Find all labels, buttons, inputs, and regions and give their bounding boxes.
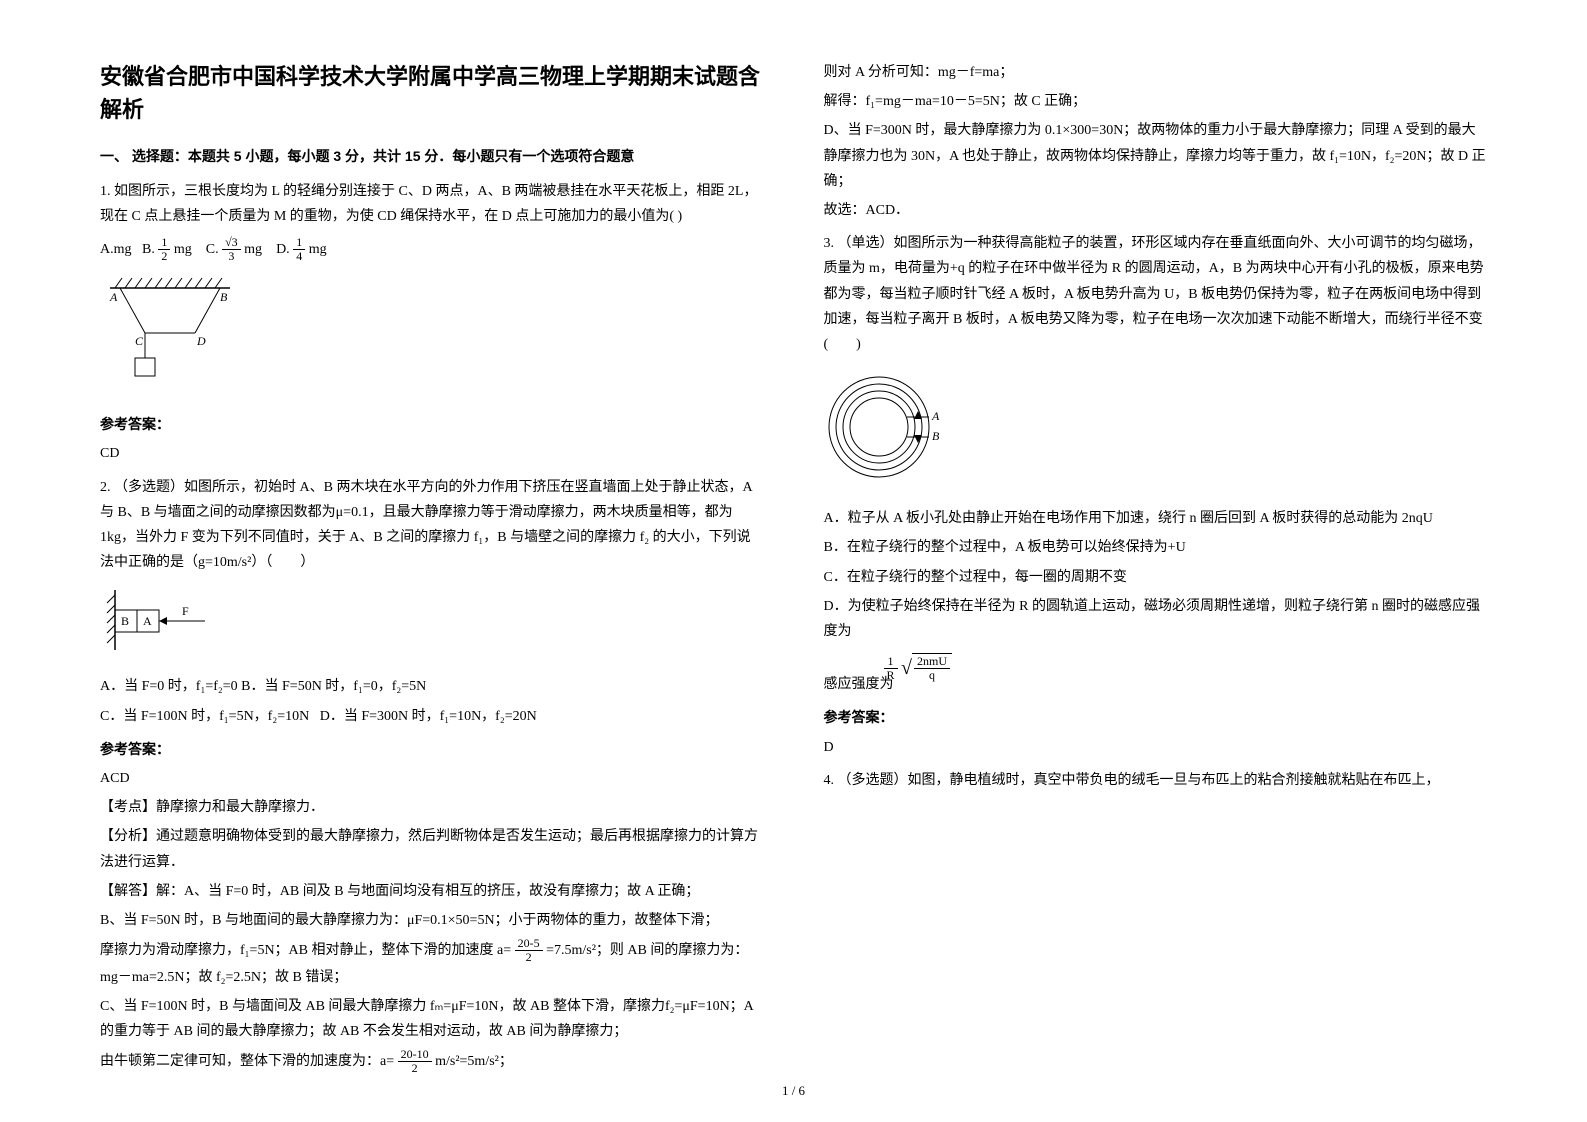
q1-d-num: 1 [293, 236, 305, 250]
svg-text:A: A [109, 290, 118, 304]
svg-text:B: B [220, 290, 228, 304]
q1-opt-b-prefix: B. [142, 241, 155, 256]
q3-opt-c: C．在粒子绕行的整个过程中，每一圈的周期不变 [824, 565, 1488, 590]
q1-options: A.mg B. 12 mg C. √33 mg D. 14 mg [100, 236, 764, 263]
q4-stem: 4. （多选题）如图，静电植绒时，真空中带负电的绒毛一旦与布匹上的粘合剂接触就粘… [824, 768, 1488, 793]
q3-opt-d-prefix: D．为使粒子始终保持在半径为 R 的圆轨道上运动，磁场必须周期性递增，则粒子绕行… [824, 599, 1480, 639]
q3-d-sqrtden: q [914, 669, 950, 682]
q2-answer-label: 参考答案： [100, 737, 764, 762]
q2-opt-a: A．当 F=0 时，f₁=f₂=0 [100, 679, 238, 694]
q3-diagram: A B [824, 367, 1488, 496]
q1-opt-d-suffix: mg [309, 241, 327, 256]
q1-answer-label: 参考答案： [100, 412, 764, 437]
q3-opt-b: B．在粒子绕行的整个过程中，A 板电势可以始终保持为+U [824, 535, 1488, 560]
q2-opt-c: C．当 F=100N 时，f₁=5N，f₂=10N [100, 709, 309, 724]
q2-b2-num: 20-5 [515, 937, 543, 951]
q2-b2-den: 2 [515, 951, 543, 964]
q1-b-num: 1 [158, 236, 170, 250]
q1-c-den: 3 [222, 250, 241, 263]
q1-b-den: 2 [158, 250, 170, 263]
q1-answer: CD [100, 441, 764, 466]
q2-opt-b: B．当 F=50N 时，f₁=0，f₂=5N [241, 679, 426, 694]
section-1-title: 一、 选择题：本题共 5 小题，每小题 3 分，共计 15 分．每小题只有一个选… [100, 144, 764, 169]
q2-stem: 2. （多选题）如图所示，初始时 A、B 两木块在水平方向的外力作用下挤压在竖直… [100, 475, 764, 576]
page-number: 1 / 6 [0, 1079, 1587, 1102]
question-4: 4. （多选题）如图，静电植绒时，真空中带负电的绒毛一旦与布匹上的粘合剂接触就粘… [824, 768, 1488, 793]
q2-exam-point: 【考点】静摩擦力和最大静摩擦力． [100, 795, 764, 820]
question-3: 3. （单选）如图所示为一种获得高能粒子的装置，环形区域内存在垂直纸面向外、大小… [824, 231, 1488, 760]
q2-solve-b2-prefix: 摩擦力为滑动摩擦力，f₁=5N；AB 相对静止，整体下滑的加速度 a= [100, 943, 511, 958]
svg-text:A: A [931, 409, 940, 423]
q2-solve-c1: C、当 F=100N 时，B 与墙面间及 AB 间最大静摩擦力 fₘ=μF=10… [100, 994, 764, 1044]
q1-opt-c-prefix: C. [206, 241, 219, 256]
q1-diagram: A B C D [100, 273, 764, 402]
q2-solve-c4: 解得：f₁=mg－ma=10－5=5N；故 C 正确； [824, 89, 1488, 114]
svg-text:A: A [143, 614, 152, 628]
q3-d-f1num: 1 [884, 655, 898, 669]
q1-opt-d-prefix: D. [276, 241, 290, 256]
q3-opt-a: A．粒子从 A 板小孔处由静止开始在电场作用下加速，绕行 n 圈后回到 A 板时… [824, 506, 1488, 531]
q3-d-sqrtnum: 2nmU [914, 655, 950, 669]
q3-answer-label: 参考答案： [824, 705, 1488, 730]
q2-conclude: 故选：ACD． [824, 198, 1488, 223]
q3-answer: D [824, 735, 1488, 760]
exam-title: 安徽省合肥市中国科学技术大学附属中学高三物理上学期期末试题含解析 [100, 60, 764, 126]
question-1: 1. 如图所示，三根长度均为 L 的轻绳分别连接于 C、D 两点，A、B 两端被… [100, 179, 764, 466]
q2-solve-d: D、当 F=300N 时，最大静摩擦力为 0.1×300=30N；故两物体的重力… [824, 118, 1488, 194]
svg-text:B: B [121, 614, 129, 628]
q1-c-num: √3 [222, 236, 241, 250]
q1-opt-a: A.mg [100, 241, 132, 256]
q3-stem: 3. （单选）如图所示为一种获得高能粒子的装置，环形区域内存在垂直纸面向外、大小… [824, 231, 1488, 357]
svg-text:B: B [932, 429, 940, 443]
q2-solve-c2-prefix: 由牛顿第二定律可知，整体下滑的加速度为：a= [100, 1054, 394, 1069]
q1-d-den: 4 [293, 250, 305, 263]
q2-analysis: 【分析】通过题意明确物体受到的最大静摩擦力，然后判断物体是否发生运动；最后再根据… [100, 824, 764, 874]
svg-text:C: C [135, 334, 144, 348]
q2-diagram: B A F [100, 585, 764, 664]
svg-text:D: D [196, 334, 206, 348]
q2-solve-b1: B、当 F=50N 时，B 与地面间的最大静摩擦力为：μF=0.1×50=5N；… [100, 908, 764, 933]
q2-c2-num: 20-10 [398, 1048, 432, 1062]
q2-solve-c3: 则对 A 分析可知：mg－f=ma； [824, 60, 1488, 85]
q1-opt-b-suffix: mg [174, 241, 192, 256]
svg-text:F: F [182, 604, 189, 618]
q2-solve-a: 【解答】解：A、当 F=0 时，AB 间及 B 与地面间均没有相互的挤压，故没有… [100, 879, 764, 904]
q1-stem: 1. 如图所示，三根长度均为 L 的轻绳分别连接于 C、D 两点，A、B 两端被… [100, 179, 764, 229]
q1-opt-c-suffix: mg [244, 241, 262, 256]
q2-answer: ACD [100, 766, 764, 791]
q2-opt-d: D．当 F=300N 时，f₁=10N，f₂=20N [320, 709, 537, 724]
q2-c2-den: 2 [398, 1062, 432, 1075]
q2-solve-c2-suffix: m/s²=5m/s²； [435, 1054, 513, 1069]
